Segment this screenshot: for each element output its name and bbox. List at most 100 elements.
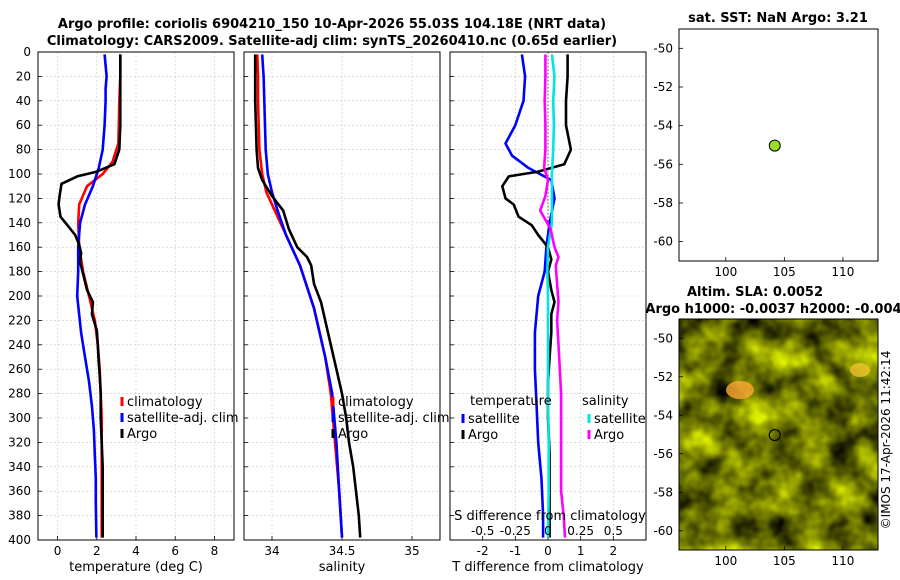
sst-map-title: sat. SST: NaN Argo: 3.21 (688, 11, 868, 26)
y-tick-label: 120 (8, 191, 31, 205)
y-tick-label: 160 (8, 240, 31, 254)
y-tick-label: 180 (8, 265, 31, 279)
y-tick-label: 60 (16, 118, 31, 132)
y-tick-label: 320 (8, 435, 31, 449)
series-line-satellite-adj--clim (75, 54, 108, 538)
legend-label: climatology (127, 395, 203, 410)
y-tick-label: -52 (653, 370, 673, 384)
legend-label: satellite-adj. clim (127, 411, 239, 426)
x-tick-label: 4 (132, 544, 140, 558)
x-tick-label: 100 (714, 554, 737, 568)
x-tick-label: 110 (831, 265, 854, 279)
y-tick-label: -58 (653, 485, 673, 499)
legend-label: satellite-adj. clim (338, 411, 450, 426)
y-tick-label: 200 (8, 289, 31, 303)
sla-heatmap-high (850, 363, 870, 377)
y-tick-label: 380 (8, 509, 31, 523)
sla-map-subtitle: Argo h1000: -0.0037 h2000: -0.0042 (645, 302, 900, 317)
temperature-panel: 0204060801001201401601802002202402602803… (8, 45, 239, 575)
sla-heatmap-high (726, 381, 754, 399)
x-axis-label: temperature (deg C) (69, 560, 203, 575)
y-tick-label: -52 (653, 80, 673, 94)
series-line-salinity-satellite (546, 54, 556, 538)
figure-title-line2: Climatology: CARS2009. Satellite-adj cli… (47, 34, 617, 49)
axes-frame (449, 51, 647, 541)
legend-header: salinity (582, 394, 629, 409)
y-tick-label: 220 (8, 313, 31, 327)
y-tick-label: 260 (8, 362, 31, 376)
y-tick-label: -50 (653, 331, 673, 345)
y-tick-label: 0 (23, 45, 31, 59)
series-line-argo (57, 54, 122, 538)
salinity-panel: 34 34.5 35 salinity climatologysatellite-adj… (243, 51, 450, 575)
argo-position-marker (768, 139, 781, 152)
x-tick-label: 105 (773, 265, 796, 279)
x-tick-label: 0 (544, 544, 552, 558)
legend-label: climatology (338, 395, 414, 410)
legend-label: Argo (127, 427, 157, 442)
difference-panel: -2 -1 0 1 2 T difference from climatology S di… (449, 51, 647, 575)
legend-label: satellite (594, 412, 646, 427)
salinity-tick-label: -0.5 (471, 524, 494, 538)
legend-header: temperature (470, 394, 552, 409)
x-tick-label: -1 (509, 544, 521, 558)
y-tick-label: 40 (16, 94, 31, 108)
legend-label: satellite (468, 412, 520, 427)
series-line-argo (253, 54, 362, 538)
y-tick-label: -56 (653, 157, 673, 171)
y-tick-label: 340 (8, 460, 31, 474)
x-tick-label: 2 (610, 544, 618, 558)
x-axis-label: T difference from climatology (451, 560, 644, 575)
x-axis-label: salinity (319, 560, 366, 575)
legend-label: Argo (594, 428, 624, 443)
argo-position-marker (768, 428, 781, 442)
sla-map-panel: 100 105 110 -50 -52 -54 -56 -58 -60 (653, 318, 879, 568)
salinity-tick-label: 0 (544, 524, 552, 538)
series-line-temperature-satellite (504, 54, 556, 538)
x-axis-label-top: S difference from climatology (454, 509, 646, 524)
x-tick-label: 2 (93, 544, 101, 558)
y-tick-label: 100 (8, 167, 31, 181)
figure-title-line1: Argo profile: coriolis 6904210_150 10-Ap… (58, 17, 606, 32)
legend-label: Argo (338, 427, 368, 442)
x-tick-label: 0 (54, 544, 62, 558)
x-tick-label: 105 (773, 554, 796, 568)
y-tick-label: 360 (8, 484, 31, 498)
y-tick-label: -54 (653, 408, 673, 422)
sst-map-panel: 100 105 110 -50 -52 -54 -56 -58 -60 (653, 28, 879, 279)
axes-frame (243, 51, 441, 541)
y-tick-label: -60 (653, 235, 673, 249)
y-tick-label: 280 (8, 387, 31, 401)
y-tick-label: -60 (653, 524, 673, 538)
x-tick-label: 6 (171, 544, 179, 558)
y-tick-label: 20 (16, 69, 31, 83)
series-line-salinity-argo (538, 54, 567, 538)
x-tick-label: 8 (211, 544, 219, 558)
y-tick-label: -58 (653, 196, 673, 210)
legend-label: Argo (468, 428, 498, 443)
salinity-tick-label: 0.5 (604, 524, 623, 538)
y-tick-label: 80 (16, 143, 31, 157)
salinity-tick-label: -0.25 (500, 524, 531, 538)
x-tick-label: 110 (831, 554, 854, 568)
y-tick-label: 300 (8, 411, 31, 425)
y-tick-label: -50 (653, 41, 673, 55)
x-tick-label: 34.5 (329, 544, 356, 558)
y-tick-label: 240 (8, 338, 31, 352)
x-tick-label: 1 (577, 544, 585, 558)
sla-heatmap (679, 319, 878, 550)
credit-text: ©IMOS 17-Apr-2026 11:42:14 (879, 351, 893, 530)
axes-frame (37, 51, 235, 541)
map-frame (678, 318, 879, 551)
sla-heatmap-low (679, 319, 878, 550)
x-tick-label: 35 (404, 544, 419, 558)
y-tick-label: -54 (653, 119, 673, 133)
x-tick-label: -2 (477, 544, 489, 558)
x-tick-label: 100 (714, 265, 737, 279)
y-tick-label: 140 (8, 216, 31, 230)
salinity-tick-label: 0.25 (567, 524, 594, 538)
y-tick-label: -56 (653, 447, 673, 461)
sla-map-title: Altim. SLA: 0.0052 (687, 285, 823, 300)
y-tick-label: 400 (8, 533, 31, 547)
